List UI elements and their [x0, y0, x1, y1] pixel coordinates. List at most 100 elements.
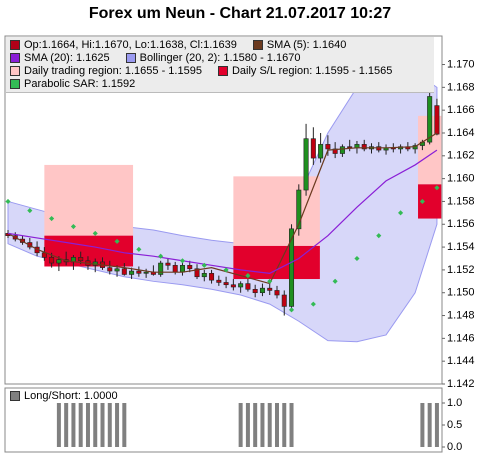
candle-body — [179, 265, 185, 273]
candle-body — [238, 283, 244, 288]
candle-body — [230, 284, 236, 288]
sar-dot — [223, 267, 229, 273]
bar — [71, 403, 76, 447]
region-box — [44, 164, 134, 236]
bar — [267, 403, 272, 447]
candle-body — [201, 273, 207, 278]
candle-body — [427, 96, 433, 143]
legend-item: SMA (20): 1.1625 — [10, 52, 110, 64]
bollinger-band — [7, 69, 438, 343]
candle-body — [318, 144, 324, 159]
legend-label: Parabolic SAR: 1.1592 — [24, 78, 136, 90]
y-tick-label: 1.162 — [447, 150, 475, 162]
bar — [85, 403, 90, 447]
candle-body — [165, 262, 171, 266]
candle-body — [136, 270, 142, 274]
candle-body — [361, 144, 367, 150]
candle-body — [296, 189, 302, 230]
y-tick-label: 1.0 — [447, 397, 462, 409]
sar-dot — [376, 233, 382, 239]
legend-swatch — [10, 391, 20, 401]
sar-dot — [179, 258, 186, 264]
sar-dot — [267, 278, 273, 284]
y-tick-label: 1.144 — [447, 355, 475, 367]
bar — [427, 403, 432, 447]
y-tick-label: 1.166 — [447, 104, 475, 116]
sar-dot — [114, 238, 120, 244]
bar — [245, 403, 250, 447]
candle-body — [325, 144, 331, 150]
bar — [289, 403, 294, 447]
bar — [434, 403, 439, 447]
legend-item: SMA (5): 1.1640 — [252, 39, 346, 51]
candle-body — [245, 283, 251, 290]
candle-body — [49, 257, 55, 264]
y-tick-label: 1.156 — [447, 218, 475, 230]
main-plot: 1.142 1.144 1.146 1.148 1.150 1.152 1.154 1.156… — [5, 58, 475, 390]
candle-body — [274, 290, 280, 296]
legend-label: SMA (20): 1.1625 — [24, 52, 110, 64]
sar-dot — [136, 246, 142, 252]
legend-item: Long/Short: 1.0000 — [10, 390, 118, 402]
candle-body — [267, 287, 273, 291]
region-box — [233, 245, 320, 280]
legend-label: Bollinger (20, 2): 1.1580 - 1.1670 — [139, 52, 301, 64]
lower-plot: 0.0 0.5 1.0 — [56, 397, 462, 453]
y-tick-label: 0.5 — [447, 419, 462, 431]
candle-body — [347, 146, 353, 149]
candle-body — [259, 287, 265, 294]
legend-label: Daily trading region: 1.1655 - 1.1595 — [24, 65, 202, 77]
candle-body — [434, 105, 440, 135]
y-tick-label: 1.170 — [447, 58, 475, 70]
candle-body — [303, 138, 309, 191]
bar — [78, 403, 83, 447]
sar-dot — [332, 278, 338, 284]
candle-body — [158, 262, 164, 275]
bar — [100, 403, 105, 447]
y-tick-label: 0.0 — [447, 441, 462, 453]
legend: Long/Short: 1.0000 — [6, 389, 214, 403]
bar — [253, 403, 258, 447]
candle-body — [223, 282, 229, 286]
y-tick-label: 1.150 — [447, 287, 475, 299]
y-tick-label: 1.142 — [447, 378, 475, 390]
legend-swatch — [10, 40, 20, 50]
y-tick-label: 1.154 — [447, 241, 475, 253]
candle-body — [289, 228, 295, 307]
legend-swatch — [252, 40, 263, 50]
candle-body — [252, 288, 258, 294]
legend-swatch — [217, 66, 228, 76]
legend-item: Bollinger (20, 2): 1.1580 - 1.1670 — [125, 52, 301, 64]
sar-dot — [310, 301, 316, 307]
candle-body — [56, 259, 62, 264]
candle-body — [114, 268, 120, 272]
candle-body — [216, 279, 222, 283]
bar — [107, 403, 112, 447]
y-tick-label: 1.148 — [447, 309, 475, 321]
candle-body — [78, 257, 84, 262]
y-tick-label: 1.158 — [447, 195, 475, 207]
candle-body — [194, 268, 200, 278]
bar — [115, 403, 120, 447]
chart-title: Forex um Neun - Chart 21.07.2017 10:27 — [89, 5, 391, 22]
candle-body — [107, 267, 113, 272]
region-box — [418, 184, 442, 219]
legend-item: Op:1.1664, Hi:1.1670, Lo:1.1638, Cl:1.16… — [10, 39, 237, 51]
bar — [56, 403, 61, 447]
sar-dot — [434, 185, 440, 191]
bar — [64, 403, 69, 447]
candle-body — [209, 273, 215, 281]
y-tick-label: 1.160 — [447, 173, 475, 185]
y-tick-label: 1.152 — [447, 264, 475, 276]
panel-frame — [4, 387, 443, 453]
legend-swatch — [10, 79, 20, 89]
sar-dot — [245, 273, 251, 279]
y-tick-label: 1.168 — [447, 81, 475, 93]
candle-body — [339, 146, 345, 154]
legend-swatch — [10, 66, 20, 76]
legend-item: Parabolic SAR: 1.1592 — [10, 78, 135, 90]
legend: Op:1.1664, Hi:1.1670, Lo:1.1638, Cl:1.16… — [6, 37, 434, 93]
bar — [282, 403, 287, 447]
legend-item: Daily trading region: 1.1655 - 1.1595 — [10, 65, 202, 77]
